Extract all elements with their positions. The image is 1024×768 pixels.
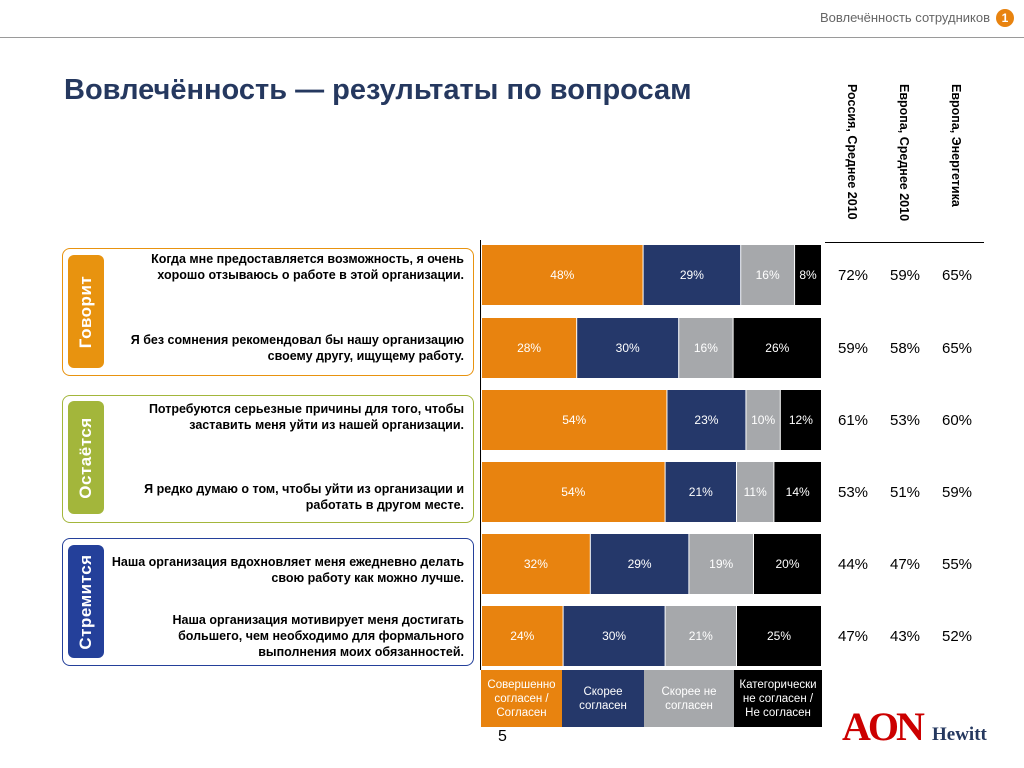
- aon-hewitt-logo: AON Hewitt: [842, 704, 988, 744]
- bar-segment-q2-s2: [577, 318, 679, 378]
- benchmark-value-q3-c3: 60%: [941, 412, 973, 429]
- benchmark-value-q4-c2: 51%: [889, 484, 921, 501]
- bar-segment-q6-s4: [737, 606, 821, 666]
- bar-label-q5-s1: 32%: [524, 557, 548, 571]
- bar-segment-q1-s4: [795, 245, 821, 305]
- benchmark-value-q2-c2: 58%: [889, 340, 921, 357]
- benchmark-value-q5-c3: 55%: [941, 556, 973, 573]
- bar-segment-q2-s1: [482, 318, 577, 378]
- benchmark-value-q2-c3: 65%: [941, 340, 973, 357]
- bar-segment-q1-s1: [482, 245, 643, 305]
- legend-item-agree: Совершенно согласен / Согласен: [481, 670, 562, 727]
- group-box-strives: [62, 538, 474, 666]
- benchmark-value-q6-c3: 52%: [941, 628, 973, 645]
- bar-segment-q6-s3: [665, 606, 736, 666]
- bar-label-q3-s1: 54%: [562, 413, 586, 427]
- legend-item-disagree: Категорически не согласен / Не согласен: [734, 670, 822, 727]
- bar-label-q6-s1: 24%: [510, 629, 534, 643]
- group-label-speaks: Говорит: [68, 255, 104, 368]
- bar-label-q2-s3: 16%: [694, 341, 718, 355]
- bar-segment-q5-s4: [754, 534, 821, 594]
- benchmark-value-q4-c1: 53%: [837, 484, 869, 501]
- bar-label-q5-s3: 19%: [709, 557, 733, 571]
- bar-label-q1-s3: 16%: [756, 268, 780, 282]
- legend-item-somewhat-disagree: Скорее не согласен: [644, 670, 734, 727]
- page-number: 5: [498, 728, 507, 745]
- bar-label-q4-s3: 11%: [744, 485, 767, 499]
- benchmark-value-q1-c1: 72%: [837, 267, 869, 284]
- bar-label-q5-s2: 29%: [628, 557, 652, 571]
- chart-axis-line: [480, 240, 481, 670]
- group-label-stays: Остаётся: [68, 401, 104, 514]
- question-text-2: Я без сомнения рекомендовал бы нашу орга…: [130, 333, 464, 363]
- question-text-6: Наша организация мотивирует меня достига…: [172, 613, 465, 659]
- group-label-strives: Стремится: [68, 545, 104, 658]
- bar-segment-q4-s3: [737, 462, 774, 522]
- benchmark-value-q3-c1: 61%: [837, 412, 869, 429]
- benchmark-value-q6-c2: 43%: [889, 628, 921, 645]
- bar-segment-q6-s1: [482, 606, 563, 666]
- benchmark-value-q1-c2: 59%: [889, 267, 921, 284]
- header-text: Вовлечённость сотрудников: [819, 10, 990, 25]
- question-text-1: Когда мне предоставляется возможность, я…: [151, 252, 464, 282]
- bar-segment-q3-s2: [667, 390, 746, 450]
- bar-segment-q5-s2: [590, 534, 689, 594]
- bar-label-q4-s1: 54%: [561, 485, 585, 499]
- bar-segment-q4-s4: [774, 462, 821, 522]
- bar-label-q6-s3: 21%: [689, 629, 713, 643]
- bar-segment-q3-s3: [746, 390, 780, 450]
- benchmark-value-q4-c3: 59%: [941, 484, 973, 501]
- question-text-5: Наша организация вдохновляет меня ежедне…: [111, 555, 464, 585]
- bar-label-q4-s4: 14%: [786, 485, 810, 499]
- bar-label-q6-s2: 30%: [602, 629, 626, 643]
- benchmark-value-q5-c2: 47%: [889, 556, 921, 573]
- bar-label-q3-s4: 12%: [789, 413, 813, 427]
- svg-text:Hewitt: Hewitt: [932, 724, 988, 744]
- bar-label-q5-s4: 20%: [775, 557, 799, 571]
- bar-segment-q6-s2: [563, 606, 665, 666]
- benchmark-value-q1-c3: 65%: [941, 267, 973, 284]
- bar-segment-q1-s3: [741, 245, 795, 305]
- bar-label-q2-s2: 30%: [616, 341, 640, 355]
- bar-segment-q1-s2: [643, 245, 741, 305]
- benchmark-value-q6-c1: 47%: [837, 628, 869, 645]
- bar-segment-q4-s1: [482, 462, 665, 522]
- group-box-speaks: [62, 248, 474, 376]
- bar-label-q1-s4: 8%: [799, 268, 817, 282]
- group-box-stays: [62, 395, 474, 523]
- column-header-divider: [825, 242, 984, 243]
- bar-segment-q2-s4: [733, 318, 821, 378]
- bar-label-q3-s3: 10%: [751, 413, 775, 427]
- benchmark-value-q2-c1: 59%: [837, 340, 869, 357]
- bar-label-q6-s4: 25%: [767, 629, 791, 643]
- question-text-4: Я редко думаю о том, чтобы уйти из орган…: [144, 482, 464, 512]
- bar-segment-q4-s2: [665, 462, 736, 522]
- legend-item-somewhat-agree: Скорее согласен: [562, 670, 644, 727]
- question-text-3: Потребуются серьезные причины для того, …: [148, 402, 464, 432]
- header-divider: [0, 37, 1024, 38]
- bar-label-q4-s2: 21%: [689, 485, 713, 499]
- bar-label-q2-s1: 28%: [517, 341, 541, 355]
- bar-segment-q5-s3: [689, 534, 753, 594]
- bar-label-q2-s4: 26%: [765, 341, 789, 355]
- bar-segment-q5-s1: [482, 534, 590, 594]
- page-title: Вовлечённость — результаты по вопросам: [64, 74, 692, 106]
- bar-segment-q2-s3: [679, 318, 733, 378]
- bar-label-q1-s2: 29%: [680, 268, 704, 282]
- bar-label-q1-s1: 48%: [550, 268, 574, 282]
- svg-text:AON: AON: [842, 704, 925, 744]
- benchmark-value-q5-c1: 44%: [837, 556, 869, 573]
- bar-label-q3-s2: 23%: [694, 413, 718, 427]
- page-badge: 1: [996, 9, 1014, 27]
- benchmark-value-q3-c2: 53%: [889, 412, 921, 429]
- bar-segment-q3-s4: [780, 390, 821, 450]
- bar-segment-q3-s1: [482, 390, 667, 450]
